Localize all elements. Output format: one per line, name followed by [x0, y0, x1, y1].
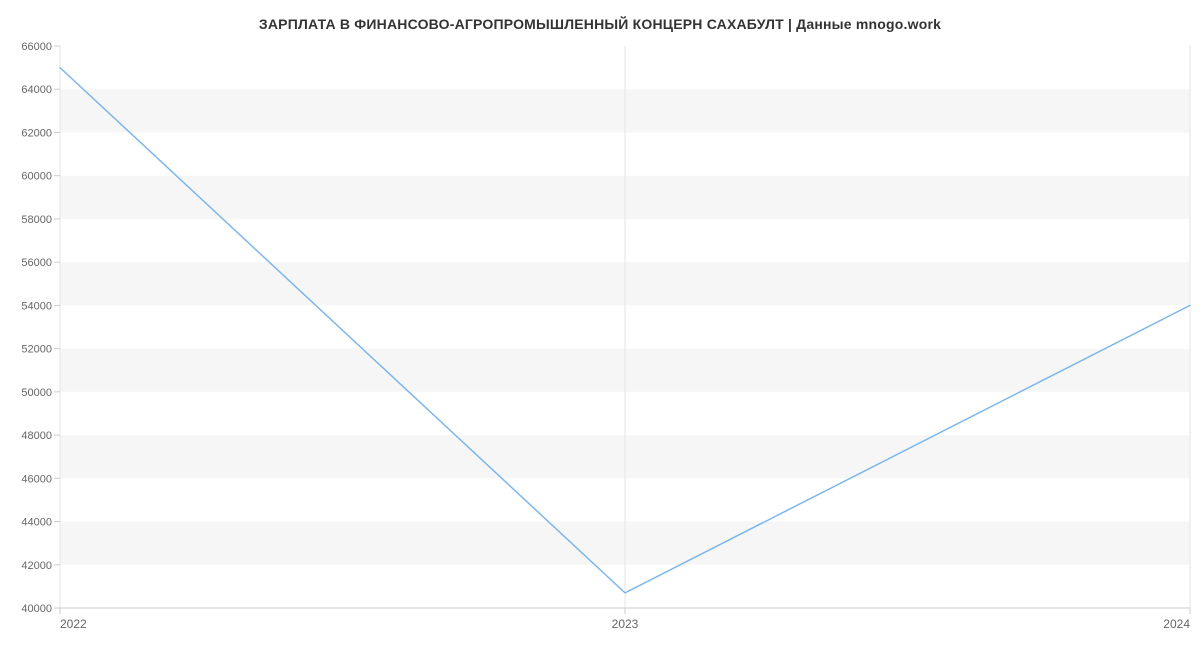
svg-text:66000: 66000: [21, 41, 52, 53]
svg-text:58000: 58000: [21, 214, 52, 226]
svg-text:60000: 60000: [21, 171, 52, 183]
svg-text:2024: 2024: [1163, 617, 1190, 631]
svg-text:54000: 54000: [21, 300, 52, 312]
svg-text:44000: 44000: [21, 517, 52, 529]
svg-text:50000: 50000: [21, 387, 52, 399]
svg-text:2022: 2022: [60, 617, 87, 631]
svg-text:48000: 48000: [21, 430, 52, 442]
svg-text:40000: 40000: [21, 603, 52, 615]
chart-svg: 40000 42000 44000 46000 48000 50000 52000 54000…: [0, 0, 1200, 650]
salary-line-chart: ЗАРПЛАТА В ФИНАНСОВО-АГРОПРОМЫШЛЕННЫЙ КО…: [0, 0, 1200, 650]
svg-text:64000: 64000: [21, 84, 52, 96]
chart-title: ЗАРПЛАТА В ФИНАНСОВО-АГРОПРОМЫШЛЕННЫЙ КО…: [0, 16, 1200, 32]
svg-text:56000: 56000: [21, 257, 52, 269]
svg-text:42000: 42000: [21, 560, 52, 572]
svg-text:62000: 62000: [21, 127, 52, 139]
svg-text:52000: 52000: [21, 344, 52, 356]
svg-text:46000: 46000: [21, 473, 52, 485]
svg-text:2023: 2023: [612, 617, 639, 631]
